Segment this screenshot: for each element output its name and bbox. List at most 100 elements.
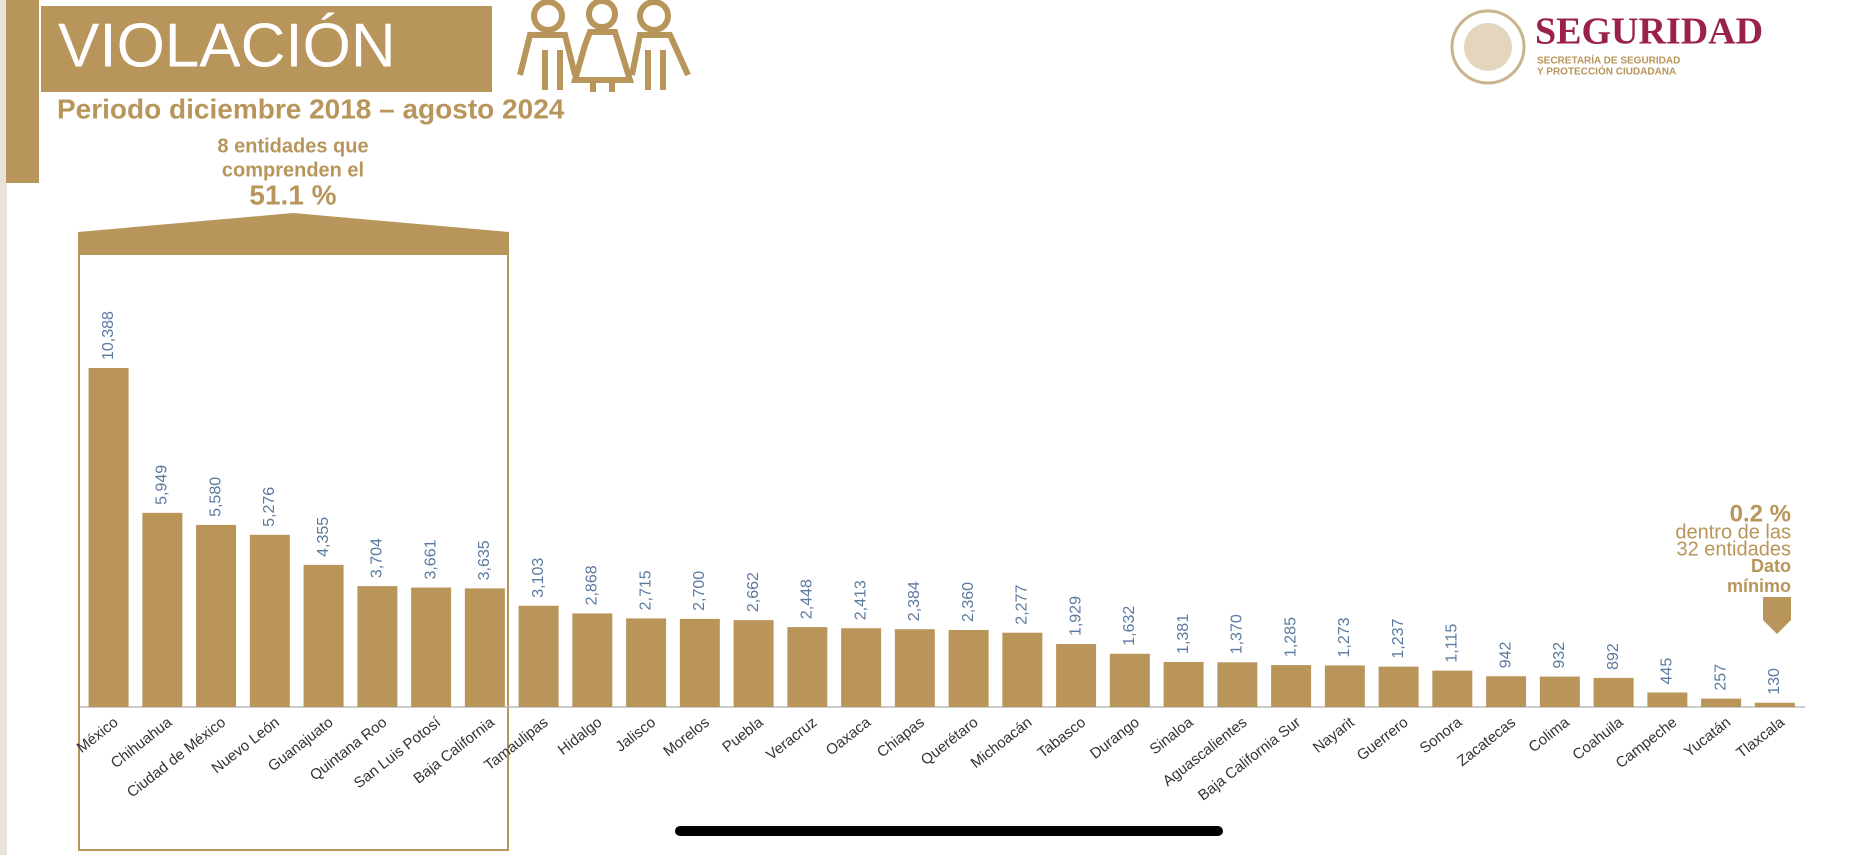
value-label: 1,632 (1121, 606, 1138, 646)
value-label: 5,949 (154, 465, 171, 505)
x-tick-label: Sonora (1417, 713, 1466, 757)
value-label: 5,580 (207, 477, 224, 517)
bar (1432, 670, 1473, 707)
left-edge (0, 0, 7, 855)
value-label: 2,277 (1014, 585, 1031, 625)
bar (142, 512, 183, 707)
x-tick-label: Hidalgo (555, 714, 606, 759)
annotation: Dato (1751, 556, 1791, 576)
bar (1217, 662, 1258, 707)
bar (841, 628, 882, 707)
x-tick-label: Tlaxcala (1733, 713, 1788, 761)
bar (88, 368, 129, 707)
annotation: 51.1 % (249, 179, 336, 210)
value-label: 5,276 (261, 487, 278, 527)
bar (1754, 702, 1795, 707)
value-label: 942 (1497, 641, 1514, 668)
value-label: 3,103 (530, 558, 547, 598)
family-icon (517, 0, 691, 92)
bar (1056, 644, 1097, 707)
value-label: 1,370 (1229, 614, 1246, 654)
x-tick-label: Puebla (719, 713, 767, 756)
bar (1593, 677, 1634, 707)
bar (464, 588, 505, 707)
value-label: 257 (1712, 664, 1729, 691)
annotation: 32 entidades (1676, 538, 1791, 560)
value-label: 2,360 (960, 582, 977, 622)
bar (1109, 653, 1150, 707)
bracket-box (78, 253, 509, 851)
x-tick-label: Guerrero (1354, 714, 1412, 764)
value-label: 1,381 (1175, 614, 1192, 654)
x-tick-label: Yucatán (1681, 714, 1734, 761)
title-box (41, 6, 492, 92)
chart-title: VIOLACIÓN (58, 11, 396, 80)
bar (787, 627, 828, 707)
value-label: 1,237 (1390, 618, 1407, 658)
value-label: 2,662 (745, 572, 762, 612)
x-tick-label: Jalisco (612, 714, 659, 756)
value-label: 2,384 (906, 581, 923, 621)
value-label: 932 (1551, 642, 1568, 669)
x-tick-label: Tabasco (1035, 714, 1089, 762)
x-tick-label: Veracruz (763, 714, 820, 764)
logo-line: Y PROTECCIÓN CIUDADANA (1537, 65, 1676, 78)
bar (1271, 665, 1312, 707)
bar (894, 629, 935, 707)
logo-seal-core (1464, 23, 1512, 71)
bar (249, 534, 290, 707)
chart-subtitle: Periodo diciembre 2018 – agosto 2024 (57, 93, 565, 124)
annotation: 0.2 % (1730, 500, 1791, 527)
x-tick-label: Sinaloa (1147, 713, 1197, 758)
bar (1378, 666, 1419, 707)
bar (196, 524, 237, 707)
value-label: 1,273 (1336, 617, 1353, 657)
value-label: 130 (1766, 668, 1783, 695)
value-label: 2,715 (637, 570, 654, 610)
side-band (6, 0, 39, 183)
value-label: 1,285 (1282, 617, 1299, 657)
x-tick-label: Oaxaca (823, 713, 875, 759)
arrow (1763, 597, 1791, 634)
scroll-indicator (675, 826, 1223, 836)
bar (572, 613, 613, 707)
value-label: 3,704 (369, 538, 386, 578)
x-tick-label: Durango (1087, 714, 1143, 763)
bar (1324, 665, 1365, 707)
x-tick-label: Zacatecas (1454, 714, 1519, 770)
bar (1539, 676, 1580, 707)
bar (948, 629, 989, 707)
value-label: 2,868 (584, 565, 601, 605)
bar (411, 587, 452, 707)
logo-line: SECRETARÍA DE SEGURIDAD (1537, 54, 1680, 67)
bar (1002, 632, 1043, 707)
bar (626, 618, 667, 707)
bar (1701, 698, 1742, 707)
annotation: comprenden el (222, 159, 364, 181)
value-label: 1,115 (1444, 624, 1461, 663)
value-label: 445 (1659, 658, 1676, 685)
value-label: 4,355 (315, 517, 332, 557)
value-label: 3,635 (476, 540, 493, 580)
value-label: 10,388 (100, 311, 117, 360)
logo-seal (1450, 9, 1526, 85)
bar (518, 605, 559, 707)
annotation: mínimo (1727, 576, 1791, 596)
x-tick-label: Colima (1525, 713, 1573, 756)
logo-name: SEGURIDAD (1535, 11, 1763, 53)
bar (303, 564, 344, 707)
x-tick-label: Nayarit (1310, 713, 1359, 756)
x-tick-label: México (74, 714, 122, 757)
bar (1647, 692, 1688, 707)
annotation: 8 entidades que (217, 135, 368, 157)
value-label: 1,929 (1067, 596, 1084, 636)
x-tick-label: Morelos (660, 714, 713, 760)
value-label: 2,413 (852, 580, 869, 620)
bar (1486, 676, 1527, 707)
x-tick-label: Ciudad de México (124, 714, 229, 801)
bar (1163, 661, 1204, 707)
bracket-cap (78, 213, 509, 254)
value-label: 892 (1605, 643, 1622, 670)
